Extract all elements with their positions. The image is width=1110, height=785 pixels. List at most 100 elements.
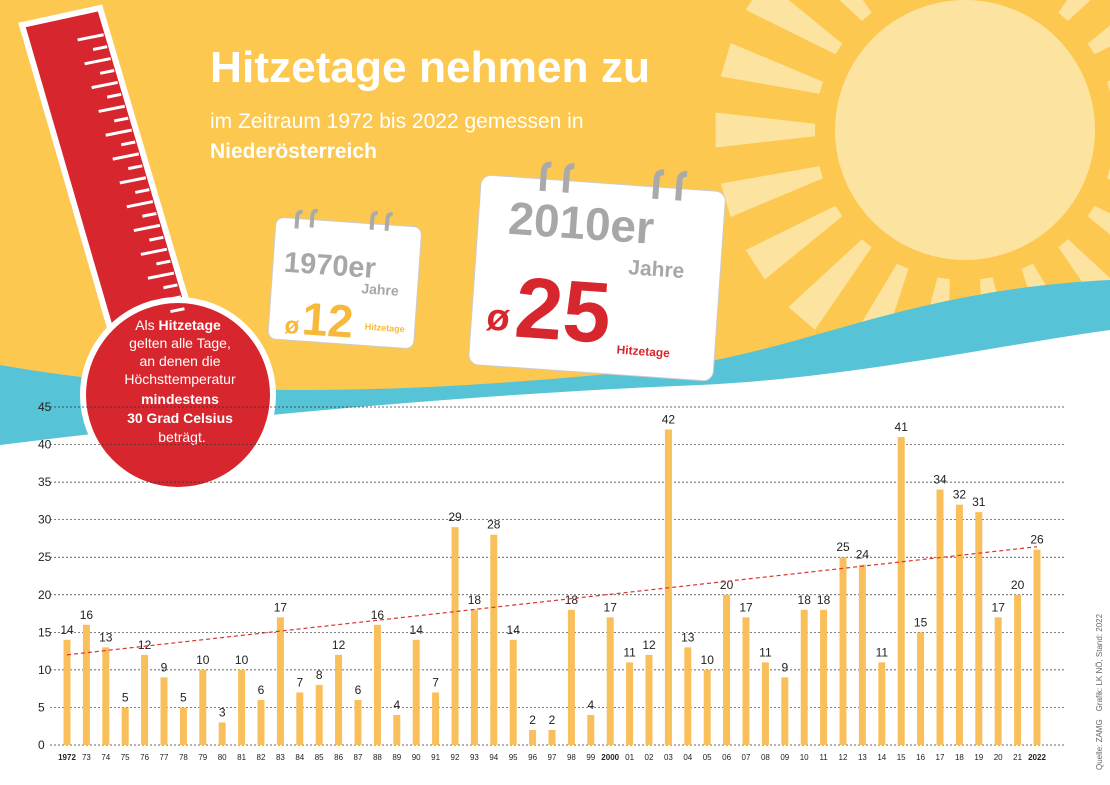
thermometer-tick	[163, 283, 178, 290]
value-label: 10	[235, 653, 249, 667]
note-line: gelten alle Tage,	[129, 335, 231, 351]
x-tick-label: 74	[101, 753, 110, 762]
bar	[199, 669, 207, 745]
bar	[936, 489, 944, 745]
bar	[412, 639, 420, 745]
thermometer-tick	[120, 140, 136, 147]
value-label: 3	[219, 705, 226, 719]
bar	[858, 564, 866, 745]
y-tick-label: 30	[38, 513, 52, 527]
y-tick-label: 0	[38, 738, 45, 752]
thermometer-joint	[113, 315, 200, 350]
thermometer-tick	[84, 57, 111, 66]
x-tick-label: 91	[431, 753, 440, 762]
ring	[309, 208, 318, 228]
note-line: Als Hitzetage	[135, 317, 221, 333]
bar	[645, 654, 653, 745]
x-tick-label: 99	[586, 753, 595, 762]
note-term: Hitzetage	[159, 317, 221, 333]
x-tick-label: 86	[334, 753, 343, 762]
y-tick-label: 5	[38, 700, 45, 714]
thermometer-tick	[154, 295, 182, 304]
bar	[82, 624, 90, 745]
x-tick-label: 18	[955, 753, 964, 762]
value-label: 14	[60, 623, 74, 637]
x-tick-label: 12	[839, 753, 848, 762]
value-label: 26	[1030, 533, 1044, 547]
x-tick-label: 05	[703, 753, 712, 762]
y-tick-label: 35	[38, 475, 52, 489]
x-tick-label: 83	[276, 753, 285, 762]
value-label: 10	[196, 653, 210, 667]
x-tick-label: 87	[354, 753, 363, 762]
value-label: 28	[487, 518, 501, 532]
bar	[567, 609, 575, 745]
value-label: 17	[274, 600, 288, 614]
ring	[539, 161, 552, 192]
chart: 0510152025303540451419721673137457512769…	[38, 400, 1065, 762]
x-tick-label: 98	[567, 753, 576, 762]
callout-value: 12	[300, 292, 355, 347]
bar	[878, 662, 886, 745]
x-tick-label: 78	[179, 753, 188, 762]
bar	[373, 624, 381, 745]
note-line: Höchsttemperatur	[124, 371, 236, 387]
bar	[63, 639, 71, 745]
bar	[121, 707, 129, 745]
bar	[296, 692, 304, 745]
value-label: 18	[565, 593, 579, 607]
callout-unit: Jahre	[628, 256, 686, 283]
value-label: 20	[1011, 578, 1025, 592]
sun-ray	[1107, 168, 1110, 180]
value-label: 42	[662, 413, 676, 427]
x-tick-label: 03	[664, 753, 673, 762]
source-text: Quelle: ZAMG	[1095, 719, 1104, 770]
value-label: 14	[410, 623, 424, 637]
callout-label: Hitzetage	[364, 322, 405, 335]
x-tick-label: 73	[82, 753, 91, 762]
sun-disc	[835, 0, 1095, 260]
value-label: 6	[355, 683, 362, 697]
bar	[315, 684, 323, 745]
sun-ray	[745, 0, 843, 55]
thermometer-tick	[156, 259, 171, 266]
bar	[606, 617, 614, 745]
value-label: 13	[681, 630, 695, 644]
bar	[1014, 594, 1022, 745]
x-tick-label: 20	[994, 753, 1003, 762]
bar	[820, 609, 828, 745]
value-label: 24	[856, 548, 870, 562]
ring	[369, 211, 378, 230]
x-tick-label: 81	[237, 753, 246, 762]
thermometer-tick	[77, 33, 104, 42]
ring	[652, 169, 665, 200]
x-tick-label: 21	[1013, 753, 1022, 762]
sun-ray	[1107, 80, 1110, 92]
x-tick-label: 15	[897, 753, 906, 762]
note-line: beträgt.	[158, 429, 205, 445]
note-emphasis: mindestens	[141, 391, 219, 407]
value-label: 2	[529, 713, 536, 727]
subtitle: im Zeitraum 1972 bis 2022 gemessen in	[210, 110, 584, 133]
thermometer-tick	[105, 128, 133, 137]
sun-ray	[839, 0, 872, 21]
x-tick-label: 1972	[58, 753, 76, 762]
calendar-1970: 1970er Jahre ø 12 Hitzetage	[267, 208, 422, 349]
thermometer-tick	[133, 223, 161, 233]
bar	[703, 669, 711, 745]
value-label: 5	[122, 690, 129, 704]
bar	[761, 662, 769, 745]
bar	[587, 714, 595, 745]
callout-label: Hitzetage	[616, 343, 671, 361]
bar	[548, 729, 556, 745]
x-tick-label: 2000	[601, 753, 619, 762]
thermometer-tick	[98, 104, 125, 113]
sun-ray	[720, 166, 823, 217]
calendar-rings	[539, 161, 688, 201]
bar	[839, 557, 847, 745]
value-label: 12	[642, 638, 656, 652]
x-tick-label: 96	[528, 753, 537, 762]
x-tick-label: 08	[761, 753, 770, 762]
note: Als Hitzetage gelten alle Tage, an denen…	[124, 317, 236, 445]
thermometer-tick	[99, 69, 115, 75]
